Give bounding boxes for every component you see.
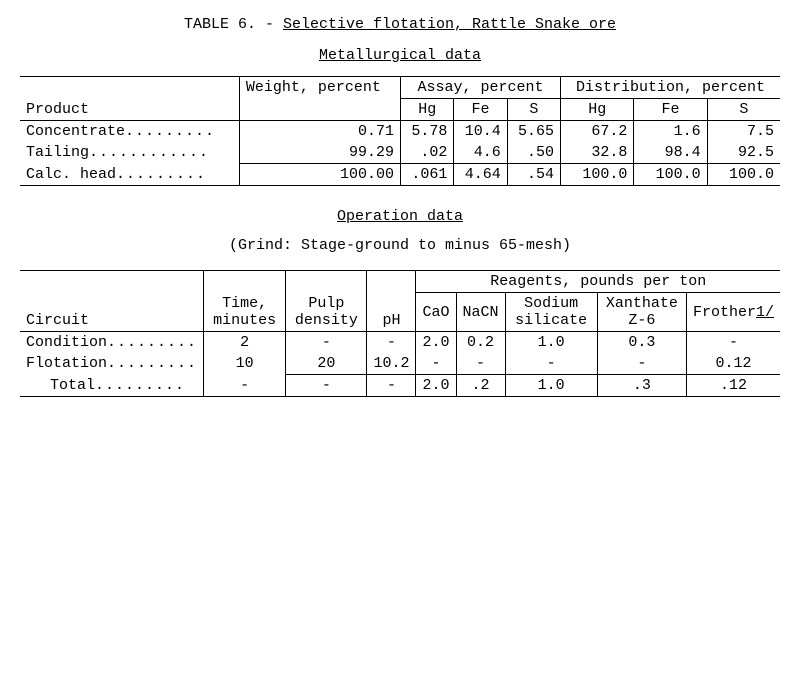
cell-product: Concentrate [20, 121, 239, 143]
cell-xan: 0.3 [597, 332, 686, 354]
cell-a-hg: .061 [401, 164, 454, 186]
col-assay-s: S [507, 99, 560, 121]
cell-fro: 0.12 [686, 353, 780, 375]
metallurgical-table: Product Weight, percent Assay, percent D… [20, 76, 780, 186]
cell-pulp: - [286, 332, 367, 354]
cell-circuit: Flotation [20, 353, 204, 375]
cell-time: 2 [204, 332, 286, 354]
cell-pulp: - [286, 375, 367, 397]
cell-a-s: .54 [507, 164, 560, 186]
grind-note: (Grind: Stage-ground to minus 65-mesh) [20, 237, 780, 254]
met-subtitle: Metallurgical data [20, 47, 780, 64]
cell-time: 10 [204, 353, 286, 375]
cell-a-fe: 4.64 [454, 164, 507, 186]
table-row: Calc. head 100.00 .061 4.64 .54 100.0 10… [20, 164, 780, 186]
col-dist-s: S [707, 99, 780, 121]
col-nacn: NaCN [456, 293, 505, 332]
op-header-row-1: Circuit Time, minutes Pulp density pH Re… [20, 271, 780, 293]
colgroup-reagents: Reagents, pounds per ton [416, 271, 780, 293]
operation-table: Circuit Time, minutes Pulp density pH Re… [20, 270, 780, 397]
cell-cao: 2.0 [416, 375, 456, 397]
col-assay-hg: Hg [401, 99, 454, 121]
table-row: Condition 2 - - 2.0 0.2 1.0 0.3 - [20, 332, 780, 354]
col-time: Time, minutes [204, 271, 286, 332]
cell-cao: - [416, 353, 456, 375]
col-cao: CaO [416, 293, 456, 332]
cell-weight: 99.29 [239, 142, 400, 164]
cell-d-fe: 1.6 [634, 121, 707, 143]
colgroup-assay: Assay, percent [401, 77, 561, 99]
cell-time: - [204, 375, 286, 397]
colgroup-dist: Distribution, percent [561, 77, 780, 99]
op-subtitle: Operation data [20, 208, 780, 225]
col-weight: Weight, percent [239, 77, 400, 121]
cell-a-hg: 5.78 [401, 121, 454, 143]
cell-d-hg: 67.2 [561, 121, 634, 143]
cell-weight: 0.71 [239, 121, 400, 143]
cell-product: Tailing [20, 142, 239, 164]
col-dist-hg: Hg [561, 99, 634, 121]
table-row: Total - - - 2.0 .2 1.0 .3 .12 [20, 375, 780, 397]
cell-weight: 100.00 [239, 164, 400, 186]
title-prefix: TABLE 6. - [184, 16, 283, 33]
table-title: TABLE 6. - Selective flotation, Rattle S… [20, 16, 780, 33]
cell-d-hg: 100.0 [561, 164, 634, 186]
cell-a-fe: 4.6 [454, 142, 507, 164]
title-underlined: Selective flotation, Rattle Snake ore [283, 16, 616, 33]
cell-pulp: 20 [286, 353, 367, 375]
cell-fro: .12 [686, 375, 780, 397]
cell-a-s: 5.65 [507, 121, 560, 143]
col-silicate: Sodium silicate [505, 293, 597, 332]
col-frother: Frother1/ [686, 293, 780, 332]
cell-nacn: - [456, 353, 505, 375]
cell-circuit: Total [20, 375, 204, 397]
cell-circuit: Condition [20, 332, 204, 354]
cell-d-s: 92.5 [707, 142, 780, 164]
col-pulp: Pulp density [286, 271, 367, 332]
cell-nacn: .2 [456, 375, 505, 397]
cell-ph: 10.2 [367, 353, 416, 375]
cell-d-s: 7.5 [707, 121, 780, 143]
met-header-row-1: Product Weight, percent Assay, percent D… [20, 77, 780, 99]
cell-d-s: 100.0 [707, 164, 780, 186]
cell-sil: 1.0 [505, 332, 597, 354]
col-dist-fe: Fe [634, 99, 707, 121]
table-row: Flotation 10 20 10.2 - - - - 0.12 [20, 353, 780, 375]
cell-d-fe: 100.0 [634, 164, 707, 186]
cell-d-hg: 32.8 [561, 142, 634, 164]
cell-nacn: 0.2 [456, 332, 505, 354]
col-circuit: Circuit [20, 271, 204, 332]
cell-ph: - [367, 375, 416, 397]
table-row: Tailing 99.29 .02 4.6 .50 32.8 98.4 92.5 [20, 142, 780, 164]
cell-xan: - [597, 353, 686, 375]
cell-sil: - [505, 353, 597, 375]
col-product: Product [20, 77, 239, 121]
cell-d-fe: 98.4 [634, 142, 707, 164]
cell-fro: - [686, 332, 780, 354]
cell-xan: .3 [597, 375, 686, 397]
cell-a-hg: .02 [401, 142, 454, 164]
table-row: Concentrate 0.71 5.78 10.4 5.65 67.2 1.6… [20, 121, 780, 143]
cell-sil: 1.0 [505, 375, 597, 397]
col-xanthate: Xanthate Z-6 [597, 293, 686, 332]
cell-a-s: .50 [507, 142, 560, 164]
frother-footref: 1/ [756, 304, 774, 321]
col-ph: pH [367, 271, 416, 332]
cell-a-fe: 10.4 [454, 121, 507, 143]
col-assay-fe: Fe [454, 99, 507, 121]
cell-product: Calc. head [20, 164, 239, 186]
cell-ph: - [367, 332, 416, 354]
cell-cao: 2.0 [416, 332, 456, 354]
